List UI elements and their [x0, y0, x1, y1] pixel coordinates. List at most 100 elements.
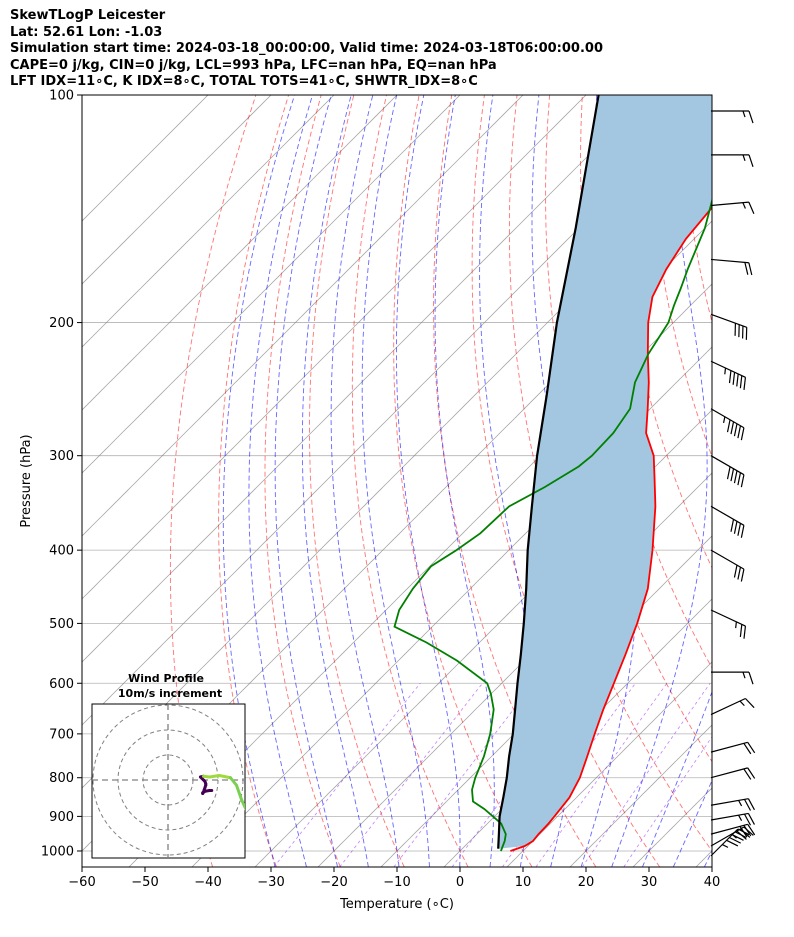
- barb-half: [739, 700, 745, 707]
- y-tick-label: 900: [49, 810, 74, 825]
- moist-adiabat: [301, 95, 369, 867]
- isotherm: [82, 95, 650, 663]
- barb-flag: [733, 470, 738, 484]
- moist-adiabat: [434, 95, 495, 867]
- hodograph-segment: [240, 798, 245, 811]
- barb-flag: [730, 468, 735, 482]
- hodograph-segment: [217, 774, 232, 780]
- barb-flag: [747, 813, 755, 825]
- barb-staff: [710, 360, 746, 378]
- barb-staff: [710, 697, 746, 716]
- barb-flag: [730, 421, 735, 435]
- barb-flag: [743, 813, 752, 826]
- dry-adiabat: [351, 95, 469, 867]
- hodograph-segment: [253, 823, 259, 836]
- parcel-line: [497, 95, 600, 849]
- barb-flag: [733, 521, 738, 534]
- dry-adiabat: [778, 95, 794, 867]
- y-tick-label: 100: [49, 89, 74, 104]
- isotherm: [759, 95, 794, 867]
- barb-flag: [748, 201, 755, 215]
- wind-barb: [710, 767, 756, 780]
- wind-barb: [710, 741, 756, 755]
- y-tick-label: 1000: [41, 844, 74, 859]
- barb-staff: [710, 258, 749, 264]
- barb-flag: [743, 768, 752, 780]
- moist-adiabat: [672, 779, 712, 867]
- barb-flag: [748, 671, 754, 685]
- isotherm: [82, 157, 712, 789]
- barb-half: [722, 844, 729, 848]
- moist-adiabat: [611, 95, 708, 867]
- mixing-ratio-line: [581, 683, 711, 867]
- isotherm: [632, 787, 712, 867]
- wind-barb: [711, 154, 754, 168]
- y-axis: 100 200 300 400 500 600 700 800 900 1000: [41, 89, 82, 859]
- barb-flag: [737, 425, 742, 439]
- temperature-line: [510, 206, 712, 852]
- barb-half: [724, 367, 727, 375]
- barb-half: [735, 621, 737, 629]
- isotherm: [695, 850, 712, 867]
- wind-barb: [710, 313, 748, 340]
- isotherm: [569, 724, 712, 867]
- barb-flag: [747, 823, 756, 836]
- barb-flag: [729, 836, 741, 844]
- barb-flag: [739, 826, 748, 838]
- chart-title: SkewTLogP Leicester: [10, 8, 166, 23]
- x-tick-label: −50: [131, 875, 158, 890]
- stability-line: CAPE=0 j/kg, CIN=0 j/kg, LCL=993 hPa, LF…: [10, 57, 497, 73]
- isotherm: [82, 95, 712, 726]
- y-tick-label: 400: [49, 544, 74, 559]
- barb-flag: [747, 767, 756, 779]
- barb-staff: [710, 609, 746, 627]
- barb-flag: [748, 262, 753, 276]
- hodograph-subtitle: 10m/s increment: [118, 687, 222, 700]
- mixing-ratio-line: [535, 683, 668, 867]
- barb-flag: [726, 839, 739, 847]
- hodograph-segment: [259, 836, 267, 850]
- barb-flag: [736, 830, 747, 840]
- barb-half: [731, 833, 737, 839]
- barb-flag: [748, 154, 754, 168]
- wind-barb: [711, 110, 754, 124]
- chart-header: SkewTLogP Leicester Lat: 52.61 Lon: -1.0…: [10, 8, 603, 91]
- barb-staff: [710, 798, 749, 806]
- barb-flag: [743, 825, 752, 837]
- barb-flag: [740, 474, 745, 488]
- barb-staff: [710, 549, 745, 570]
- x-tick-label: 0: [456, 875, 464, 890]
- x-tick-label: 20: [578, 875, 595, 890]
- isotherm: [82, 95, 398, 411]
- dry-adiabat: [309, 95, 405, 867]
- mixing-ratio-line: [623, 736, 712, 867]
- barb-flag: [743, 799, 752, 811]
- x-tick-label: −60: [68, 875, 95, 890]
- location-line: Lat: 52.61 Lon: -1.03: [10, 24, 163, 40]
- y-tick-label: 800: [49, 771, 74, 786]
- dry-adiabat: [169, 95, 257, 867]
- wind-barb: [710, 812, 755, 826]
- hodograph-segment: [208, 774, 221, 779]
- barb-half: [738, 814, 743, 822]
- barb-flag: [747, 741, 756, 754]
- x-tick-label: −40: [194, 875, 221, 890]
- x-tick-label: 40: [704, 875, 721, 890]
- isotherm: [191, 346, 712, 867]
- y-tick-label: 300: [49, 449, 74, 464]
- moist-adiabat: [274, 95, 338, 867]
- barb-staff: [710, 455, 745, 476]
- moist-adiabat: [330, 95, 400, 867]
- barb-flag: [743, 742, 752, 755]
- wind-barb: [710, 455, 745, 488]
- hodograph-title: Wind Profile: [128, 672, 204, 685]
- wind-barbs: [710, 110, 756, 857]
- isotherm: [317, 472, 712, 867]
- y-tick-label: 500: [49, 617, 74, 632]
- barb-flag: [744, 262, 749, 275]
- isotherm: [506, 661, 712, 867]
- barb-half: [723, 416, 726, 424]
- x-tick-label: 10: [515, 875, 532, 890]
- barb-half: [742, 154, 746, 162]
